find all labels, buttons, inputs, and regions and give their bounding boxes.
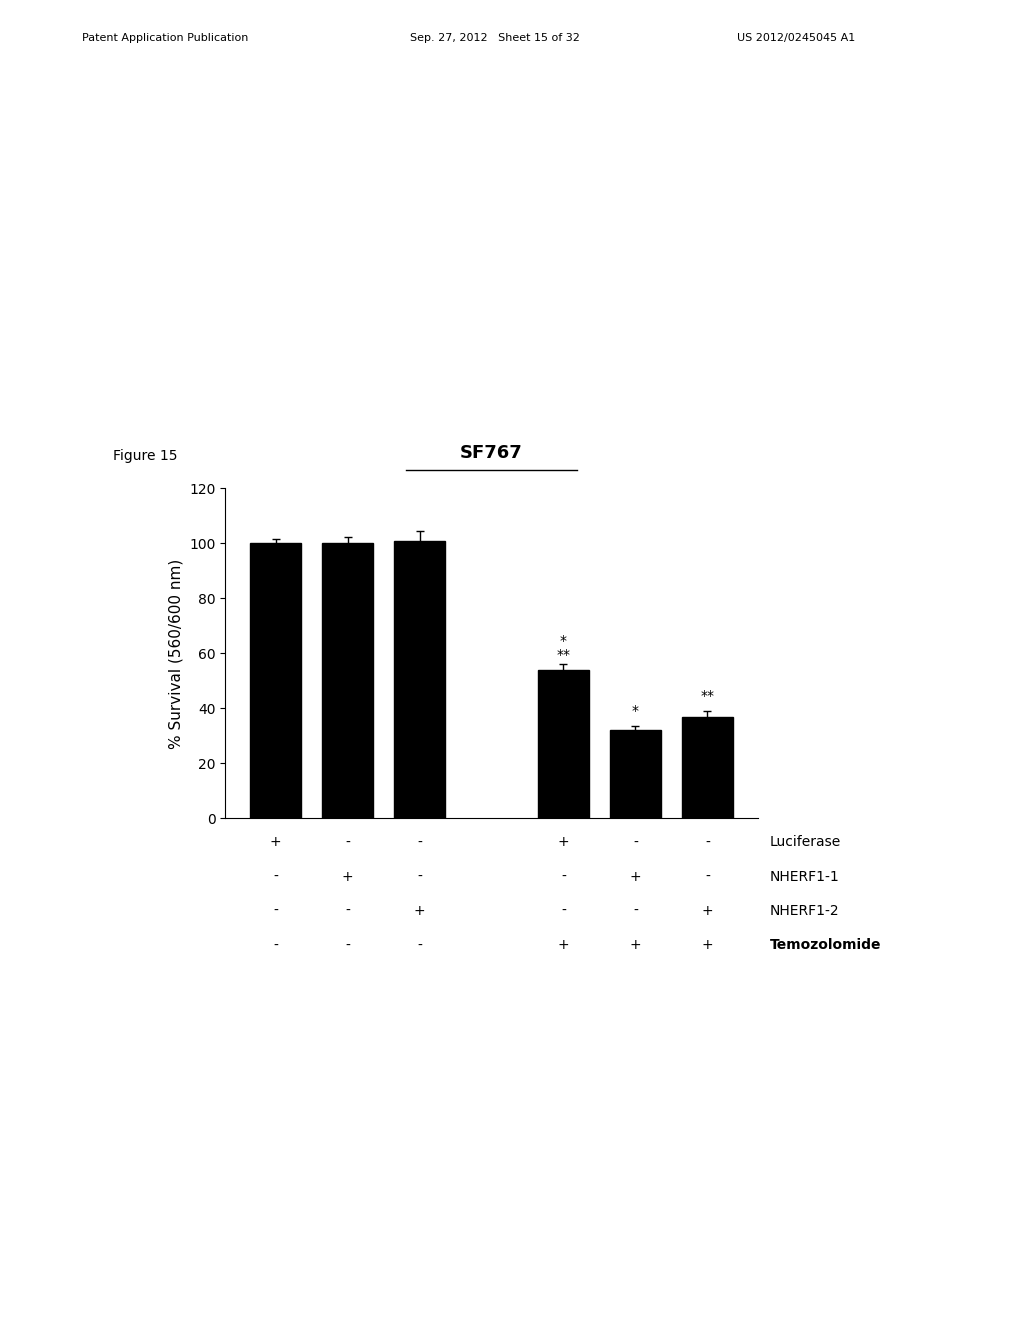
Text: -: - — [417, 870, 422, 884]
Bar — [539, 671, 589, 818]
Text: Sep. 27, 2012   Sheet 15 of 32: Sep. 27, 2012 Sheet 15 of 32 — [410, 33, 580, 44]
Text: -: - — [417, 939, 422, 953]
Text: -: - — [273, 904, 279, 919]
Bar — [251, 544, 301, 818]
Text: *: * — [560, 634, 567, 648]
Text: -: - — [345, 904, 350, 919]
Text: Figure 15: Figure 15 — [113, 449, 177, 463]
Text: -: - — [633, 904, 638, 919]
Text: +: + — [630, 870, 641, 884]
Text: NHERF1-1: NHERF1-1 — [770, 870, 840, 884]
Text: -: - — [417, 836, 422, 850]
Text: -: - — [561, 904, 566, 919]
Text: -: - — [345, 939, 350, 953]
Text: +: + — [270, 836, 282, 850]
Text: Patent Application Publication: Patent Application Publication — [82, 33, 248, 44]
Text: *: * — [632, 704, 639, 718]
Text: -: - — [705, 836, 710, 850]
Text: NHERF1-2: NHERF1-2 — [770, 904, 840, 919]
Text: -: - — [273, 870, 279, 884]
Text: -: - — [633, 836, 638, 850]
Text: +: + — [558, 836, 569, 850]
Text: **: ** — [700, 689, 715, 702]
Text: +: + — [701, 939, 713, 953]
Text: -: - — [273, 939, 279, 953]
Text: -: - — [705, 870, 710, 884]
Text: SF767: SF767 — [460, 444, 523, 462]
Y-axis label: % Survival (560/600 nm): % Survival (560/600 nm) — [169, 558, 183, 748]
Text: +: + — [558, 939, 569, 953]
Text: **: ** — [556, 648, 570, 661]
Text: -: - — [561, 870, 566, 884]
Text: +: + — [342, 870, 353, 884]
Bar — [323, 544, 373, 818]
Text: US 2012/0245045 A1: US 2012/0245045 A1 — [737, 33, 855, 44]
Bar — [610, 730, 660, 818]
Bar — [394, 541, 444, 818]
Text: +: + — [701, 904, 713, 919]
Text: Temozolomide: Temozolomide — [770, 939, 882, 953]
Text: Luciferase: Luciferase — [770, 836, 842, 850]
Bar — [682, 717, 732, 818]
Text: +: + — [630, 939, 641, 953]
Text: -: - — [345, 836, 350, 850]
Text: +: + — [414, 904, 425, 919]
